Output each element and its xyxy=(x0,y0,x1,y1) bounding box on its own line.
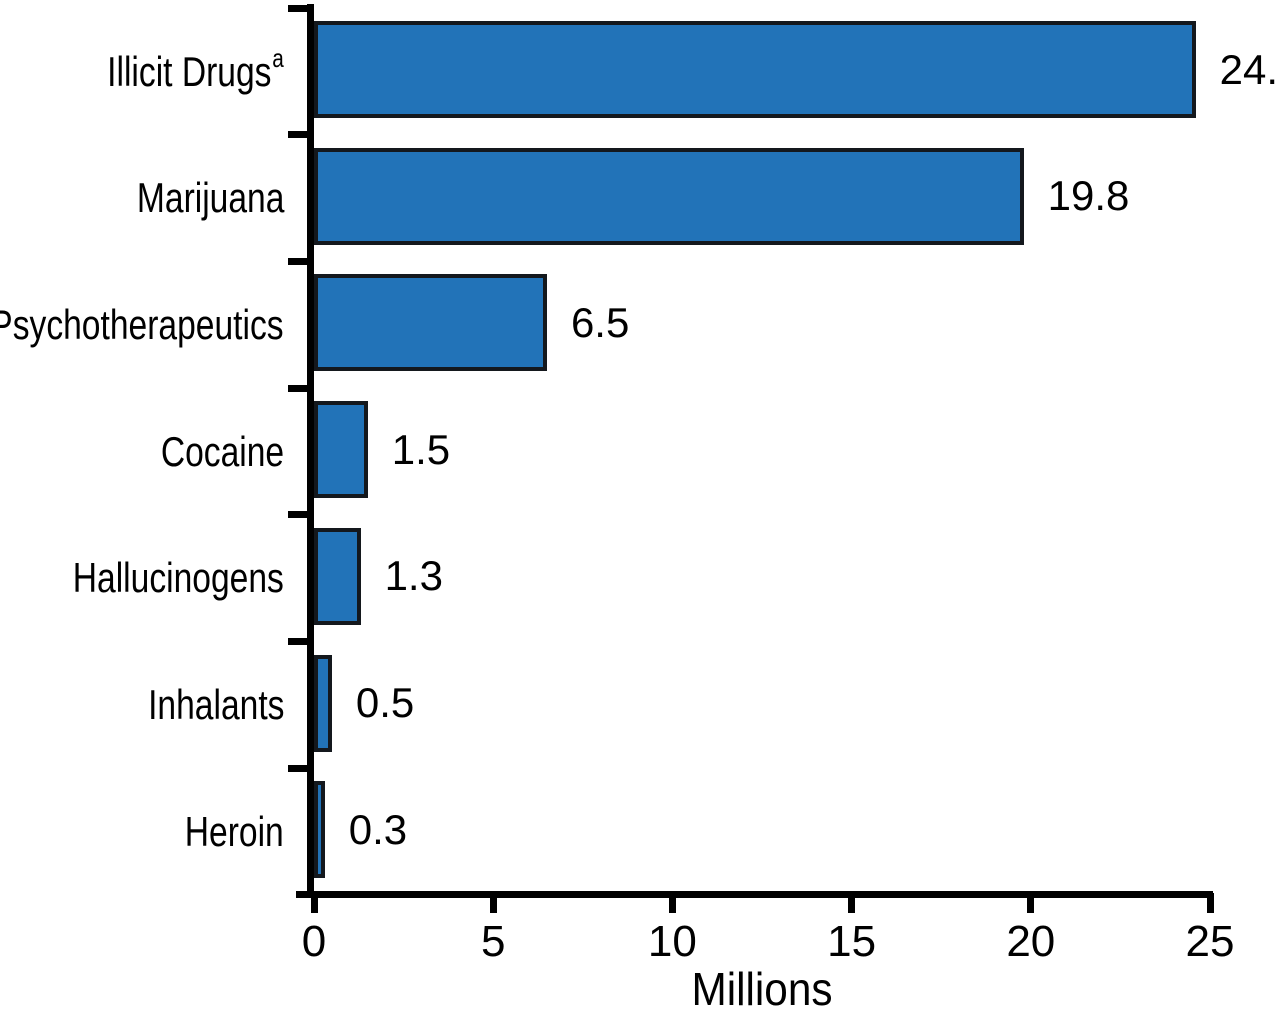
category-label: Cocaine xyxy=(161,388,284,515)
x-axis-tick-label: 10 xyxy=(647,917,697,966)
value-label: 6.5 xyxy=(570,298,630,346)
data-bar xyxy=(314,781,325,879)
chart-row: Marijuana 19.8 xyxy=(136,135,1210,262)
value-label: 0.3 xyxy=(348,805,408,853)
category-label-text: Inhalants xyxy=(147,681,284,729)
y-axis-line xyxy=(307,4,314,898)
value-label: 19.8 xyxy=(1047,172,1130,220)
chart-row: Inhalants 0.5 xyxy=(148,642,1210,769)
category-label-text: Hallucinogens xyxy=(72,554,284,602)
category-label-text: Illicit Drugs xyxy=(107,47,272,95)
x-axis-tick xyxy=(848,893,856,913)
x-axis-tick xyxy=(1206,893,1214,913)
data-bar xyxy=(314,274,547,372)
data-bar xyxy=(314,401,368,499)
category-label: Marijuana xyxy=(136,135,284,262)
category-label: Heroin xyxy=(185,768,284,895)
category-label: Psychotherapeutics xyxy=(0,261,284,388)
data-bar xyxy=(314,147,1024,245)
x-axis-tick xyxy=(310,893,318,913)
category-label-text: Cocaine xyxy=(160,427,284,475)
x-axis-tick-label: 25 xyxy=(1185,917,1235,966)
category-label-text: Heroin xyxy=(185,807,284,855)
chart-row: Cocaine 1.5 xyxy=(161,388,1210,515)
x-axis-tick-label: 20 xyxy=(1006,917,1056,966)
x-axis-tick-label: 0 xyxy=(301,917,327,966)
category-label-text: Psychotherapeutics xyxy=(0,300,284,348)
chart-row: Psychotherapeutics 6.5 xyxy=(0,261,1210,388)
y-axis-tick xyxy=(288,511,308,519)
x-axis-tick-label: 15 xyxy=(827,917,877,966)
x-axis-tick xyxy=(668,893,676,913)
data-bar xyxy=(314,654,332,752)
category-label: Hallucinogens xyxy=(73,515,284,642)
category-label: Inhalants xyxy=(148,642,284,769)
y-axis-tick xyxy=(288,4,308,12)
category-label-text: Marijuana xyxy=(136,174,284,222)
y-axis-tick xyxy=(288,638,308,646)
data-bar xyxy=(314,21,1196,118)
y-axis-tick xyxy=(288,257,308,265)
y-axis-tick xyxy=(288,131,308,139)
x-axis-tick-label: 5 xyxy=(480,917,506,966)
value-label: 24.6 xyxy=(1219,45,1280,93)
x-axis-title: Millions xyxy=(691,963,833,1012)
chart-row: Heroin 0.3 xyxy=(185,768,1210,895)
y-axis-tick xyxy=(288,764,308,772)
data-bar xyxy=(314,527,361,625)
y-axis-tick xyxy=(288,384,308,392)
category-label: Illicit Drugs a xyxy=(107,42,284,95)
x-axis-tick xyxy=(1027,893,1035,913)
value-label: 1.3 xyxy=(384,552,443,600)
chart-row: Hallucinogens 1.3 xyxy=(73,515,1210,642)
x-axis-tick xyxy=(489,893,497,913)
value-label: 1.5 xyxy=(391,425,451,473)
x-axis-line xyxy=(296,891,1213,898)
value-label: 0.5 xyxy=(355,679,415,727)
